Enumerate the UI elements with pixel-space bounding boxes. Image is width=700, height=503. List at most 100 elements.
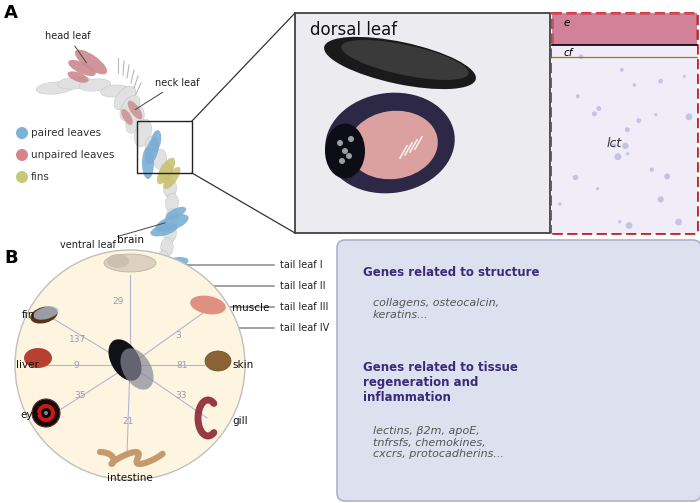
Ellipse shape xyxy=(190,296,226,314)
Circle shape xyxy=(337,140,343,146)
Ellipse shape xyxy=(153,149,167,169)
Circle shape xyxy=(676,219,682,225)
Circle shape xyxy=(625,127,630,132)
Text: 3: 3 xyxy=(175,330,181,340)
Text: 9: 9 xyxy=(73,361,79,370)
Ellipse shape xyxy=(155,278,189,294)
Circle shape xyxy=(576,94,580,98)
Text: skin: skin xyxy=(232,360,253,370)
Text: B: B xyxy=(4,249,18,267)
Ellipse shape xyxy=(68,60,96,76)
Text: fin: fin xyxy=(22,310,36,320)
Text: paired leaves: paired leaves xyxy=(31,128,101,138)
Ellipse shape xyxy=(164,167,181,189)
Circle shape xyxy=(622,142,629,149)
Text: tail leaf I: tail leaf I xyxy=(181,260,323,270)
Ellipse shape xyxy=(324,37,476,89)
Ellipse shape xyxy=(101,85,130,97)
Ellipse shape xyxy=(157,251,169,269)
Ellipse shape xyxy=(15,250,245,480)
Ellipse shape xyxy=(104,254,156,272)
Text: bone: bone xyxy=(306,171,338,204)
Text: muscle: muscle xyxy=(232,303,270,313)
Text: 21: 21 xyxy=(122,416,134,426)
Ellipse shape xyxy=(205,351,231,371)
Circle shape xyxy=(618,220,622,223)
Text: 29: 29 xyxy=(112,296,124,305)
Ellipse shape xyxy=(141,379,151,395)
Text: fins: fins xyxy=(31,172,50,182)
Circle shape xyxy=(626,152,629,155)
Circle shape xyxy=(612,143,617,148)
Text: tail leaf IV: tail leaf IV xyxy=(181,323,329,333)
Ellipse shape xyxy=(108,340,141,381)
Ellipse shape xyxy=(136,422,146,437)
Circle shape xyxy=(596,106,601,111)
Ellipse shape xyxy=(36,82,74,94)
Ellipse shape xyxy=(114,86,136,110)
Circle shape xyxy=(664,174,670,180)
Text: tail leaf II: tail leaf II xyxy=(181,281,326,291)
FancyBboxPatch shape xyxy=(337,240,700,501)
Circle shape xyxy=(596,187,599,190)
Ellipse shape xyxy=(146,314,158,331)
Ellipse shape xyxy=(67,71,88,82)
Ellipse shape xyxy=(163,178,176,198)
Text: collagens, osteocalcin,
keratins...: collagens, osteocalcin, keratins... xyxy=(373,298,499,319)
Ellipse shape xyxy=(151,277,163,295)
Ellipse shape xyxy=(34,306,59,320)
Circle shape xyxy=(626,222,632,229)
Circle shape xyxy=(16,149,28,161)
Text: 137: 137 xyxy=(69,336,87,345)
Text: ventral leaf: ventral leaf xyxy=(60,223,165,250)
Ellipse shape xyxy=(79,79,111,91)
Ellipse shape xyxy=(144,349,155,365)
Ellipse shape xyxy=(141,369,153,385)
FancyBboxPatch shape xyxy=(295,13,550,233)
Ellipse shape xyxy=(126,107,144,133)
Ellipse shape xyxy=(75,50,107,74)
Ellipse shape xyxy=(165,193,178,213)
Ellipse shape xyxy=(127,101,142,119)
Ellipse shape xyxy=(164,223,176,242)
Ellipse shape xyxy=(166,285,190,303)
Ellipse shape xyxy=(326,93,455,193)
Text: lct: lct xyxy=(607,136,622,149)
Ellipse shape xyxy=(139,397,149,413)
Circle shape xyxy=(558,202,561,206)
Text: tail leaf III: tail leaf III xyxy=(181,302,328,312)
Ellipse shape xyxy=(163,327,181,343)
Text: 81: 81 xyxy=(176,361,188,370)
Ellipse shape xyxy=(166,208,179,227)
Text: brain: brain xyxy=(116,235,144,245)
Ellipse shape xyxy=(161,238,174,257)
Circle shape xyxy=(37,404,55,422)
Ellipse shape xyxy=(149,290,161,308)
Ellipse shape xyxy=(160,163,173,183)
Ellipse shape xyxy=(121,109,133,125)
FancyBboxPatch shape xyxy=(552,45,697,233)
Text: gill: gill xyxy=(232,416,248,426)
Ellipse shape xyxy=(134,119,152,147)
Circle shape xyxy=(16,171,28,183)
Ellipse shape xyxy=(157,157,175,184)
Ellipse shape xyxy=(138,405,148,421)
Text: head leaf: head leaf xyxy=(45,31,90,63)
Text: liver: liver xyxy=(16,360,39,370)
Circle shape xyxy=(683,75,686,78)
Circle shape xyxy=(573,175,578,180)
Ellipse shape xyxy=(152,257,188,273)
Text: neck leaf: neck leaf xyxy=(135,78,199,110)
Circle shape xyxy=(339,158,345,164)
Circle shape xyxy=(592,111,597,116)
Circle shape xyxy=(342,148,348,154)
Ellipse shape xyxy=(142,147,154,179)
Ellipse shape xyxy=(150,223,178,236)
Circle shape xyxy=(636,118,641,123)
Ellipse shape xyxy=(155,214,188,232)
Ellipse shape xyxy=(162,264,189,282)
Text: 33: 33 xyxy=(175,390,187,399)
Circle shape xyxy=(32,399,60,427)
FancyBboxPatch shape xyxy=(552,13,697,233)
Ellipse shape xyxy=(107,254,129,268)
